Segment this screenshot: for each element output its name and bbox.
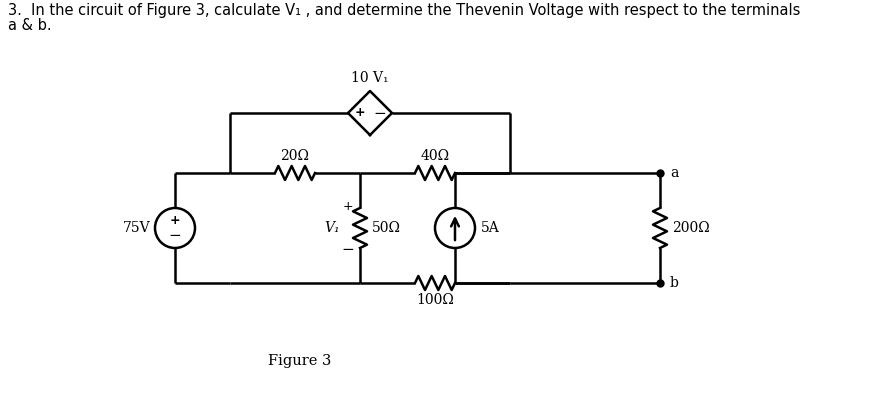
Text: 10 V₁: 10 V₁ [351,71,389,85]
Text: −: − [342,242,354,257]
Text: 50Ω: 50Ω [372,221,401,235]
Text: a & b.: a & b. [8,18,51,33]
Text: +: + [343,200,354,213]
Text: 3.  In the circuit of Figure 3, calculate V₁ , and determine the Thevenin Voltag: 3. In the circuit of Figure 3, calculate… [8,3,800,18]
Text: Figure 3: Figure 3 [268,354,331,368]
Text: 20Ω: 20Ω [281,149,309,163]
Text: a: a [670,166,679,180]
Text: −: − [168,228,182,244]
Text: b: b [670,276,679,290]
Text: 100Ω: 100Ω [416,293,454,307]
Text: V₁: V₁ [324,221,340,235]
Text: +: + [354,107,365,119]
Text: +: + [170,213,181,226]
Text: 200Ω: 200Ω [672,221,710,235]
Text: 5A: 5A [481,221,500,235]
Text: −: − [374,105,386,121]
Text: 75V: 75V [123,221,151,235]
Text: 40Ω: 40Ω [421,149,449,163]
